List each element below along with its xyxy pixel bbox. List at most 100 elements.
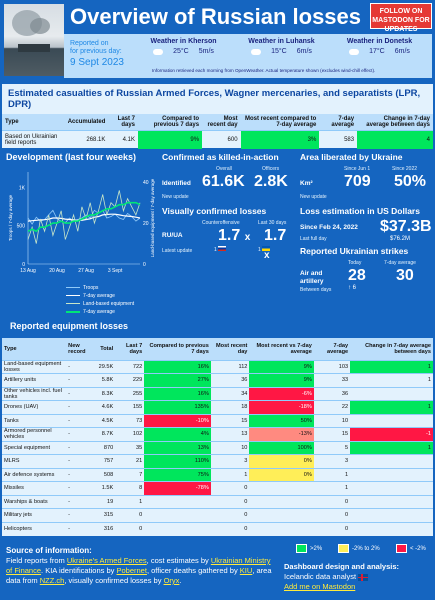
- table-cell: 73: [115, 413, 145, 428]
- table-cell: 0: [313, 508, 351, 522]
- table-cell: 8: [115, 481, 145, 495]
- strikes-average: 30: [396, 267, 414, 284]
- table-cell: 0: [210, 521, 250, 536]
- table-cell: 4%: [144, 427, 211, 441]
- table-row: Land-based equipment losses -29.5K 722 16% 1…: [2, 359, 433, 374]
- table-cell: 110%: [144, 454, 211, 468]
- table-row: Drones (UAV) -4.6K 155 135% 18 -18% 22 1: [2, 400, 433, 414]
- y-axis-label-right: Land-based equipment / 7-day average: [150, 178, 155, 257]
- table-row: Air defence systems -508 7 75% 1 0% 1: [2, 467, 433, 482]
- table-cell: 508: [96, 467, 116, 482]
- area-title: Area liberated by Ukraine: [300, 152, 403, 162]
- page-title: Overview of Russian losses: [70, 4, 362, 29]
- link-nzz[interactable]: NZZ.ch: [39, 576, 65, 585]
- table-cell: -13%: [249, 427, 314, 441]
- table-cell: 1: [350, 359, 433, 374]
- table-row: Helicopters -316 0 0 0: [2, 521, 433, 536]
- usd-title: Loss estimation in US Dollars: [300, 206, 420, 216]
- table-cell: 757: [96, 454, 116, 468]
- table-row: Military jets -315 0 0 0: [2, 508, 433, 522]
- table-cell: Helicopters: [2, 521, 67, 536]
- link-kiu[interactable]: KIU: [239, 566, 253, 575]
- table-cell: 4.6K: [96, 400, 116, 414]
- table-cell: 316: [96, 521, 116, 536]
- x-tick-label: 13 Aug: [20, 268, 36, 274]
- table-cell: [249, 481, 314, 495]
- table-cell: 9%: [249, 359, 314, 374]
- table-cell: [249, 494, 314, 509]
- table-cell: 16%: [144, 386, 211, 401]
- table-cell: -: [66, 386, 97, 401]
- table-cell: [249, 521, 314, 536]
- table-cell: [144, 494, 211, 509]
- weather-panel: Reported on for previous day: 9 Sept 202…: [64, 34, 432, 78]
- link-ministry-finance[interactable]: Ukrainian Ministry of Finance: [6, 556, 271, 575]
- table-cell: 10: [210, 440, 250, 455]
- table-cell: 7: [115, 467, 145, 482]
- table-cell: [350, 508, 433, 522]
- strikes-today: 28: [348, 267, 366, 284]
- usd-total: $37.3B: [380, 218, 432, 235]
- ratio-counteroffensive: 1.7 x: [218, 227, 251, 244]
- table-cell: Drones (UAV): [2, 400, 67, 414]
- table-cell: 103: [313, 359, 351, 374]
- table-cell: 1: [210, 467, 250, 482]
- x-tick-label: 20 Aug: [49, 268, 65, 274]
- link-pobernet[interactable]: Pobernet: [116, 566, 147, 575]
- table-cell: 22: [313, 400, 351, 414]
- table-cell: -78%: [144, 481, 211, 495]
- kia-officers: 2.8K: [254, 173, 288, 190]
- table-cell: [350, 521, 433, 536]
- table-cell: 29.5K: [96, 359, 116, 374]
- table-row: Artillery units -5.8K 229 27% 36 9% 33 1: [2, 373, 433, 387]
- table-cell: 21: [115, 454, 145, 468]
- table-cell: [350, 481, 433, 495]
- table-cell: 1: [350, 440, 433, 455]
- mastodon-link[interactable]: Add me on Mastodon: [284, 582, 356, 591]
- table-cell: -: [66, 359, 97, 374]
- table-cell: [249, 508, 314, 522]
- table-cell: 0: [210, 508, 250, 522]
- cloud-icon: [153, 48, 164, 55]
- area-since-2022: 50%: [394, 173, 427, 190]
- follow-mastodon-button[interactable]: FOLLOW ON MASTODON FOR UPDATES: [370, 3, 432, 33]
- table-cell: 13: [210, 427, 250, 441]
- strikes-title: Reported Ukrainian strikes: [300, 246, 409, 256]
- table-cell: 135%: [144, 400, 211, 414]
- table-cell: -: [66, 508, 97, 522]
- table-cell: -6%: [249, 386, 314, 401]
- table-cell: 315: [96, 508, 116, 522]
- table-cell: -: [66, 427, 97, 441]
- table-cell: [144, 521, 211, 536]
- table-cell: 5.8K: [96, 373, 116, 387]
- weather-note: Information retrieved each morning from …: [152, 68, 376, 73]
- table-cell: 8.3K: [96, 386, 116, 401]
- table-cell: 15: [313, 427, 351, 441]
- confirmed-title: Confirmed as killed-in-action: [162, 152, 279, 162]
- iceland-flag-icon: [358, 573, 369, 581]
- table-cell: -1: [350, 427, 433, 441]
- table-cell: -10%: [144, 413, 211, 428]
- strikes-delta: ↑ 6: [348, 285, 357, 291]
- table-cell: 870: [96, 440, 116, 455]
- x-tick-label: 27 Aug: [78, 268, 94, 274]
- table-cell: 112: [210, 359, 250, 374]
- table-cell: 229: [115, 373, 145, 387]
- table-row: Other vehicles incl. fuel tanks -8.3K 255 1…: [2, 386, 433, 401]
- series-line-1: [27, 213, 141, 222]
- table-cell: 9%: [249, 373, 314, 387]
- link-armed-forces[interactable]: Ukraine's Armed Forces: [66, 556, 147, 565]
- table-cell: Missiles: [2, 481, 67, 495]
- link-oryx[interactable]: Oryx: [163, 576, 180, 585]
- table-cell: MLRS: [2, 454, 67, 468]
- middle-column: Confirmed as killed-in-action Overall Of…: [162, 152, 296, 262]
- usd-last-day: $76.2M: [390, 236, 411, 242]
- chart-title: Development (last four weeks): [6, 152, 137, 162]
- table-cell: -: [66, 373, 97, 387]
- table-cell: 0: [210, 481, 250, 495]
- y-tick-label: 0: [22, 262, 25, 268]
- table-cell: -18%: [249, 400, 314, 414]
- table-cell: [144, 508, 211, 522]
- table-cell: 13%: [144, 440, 211, 455]
